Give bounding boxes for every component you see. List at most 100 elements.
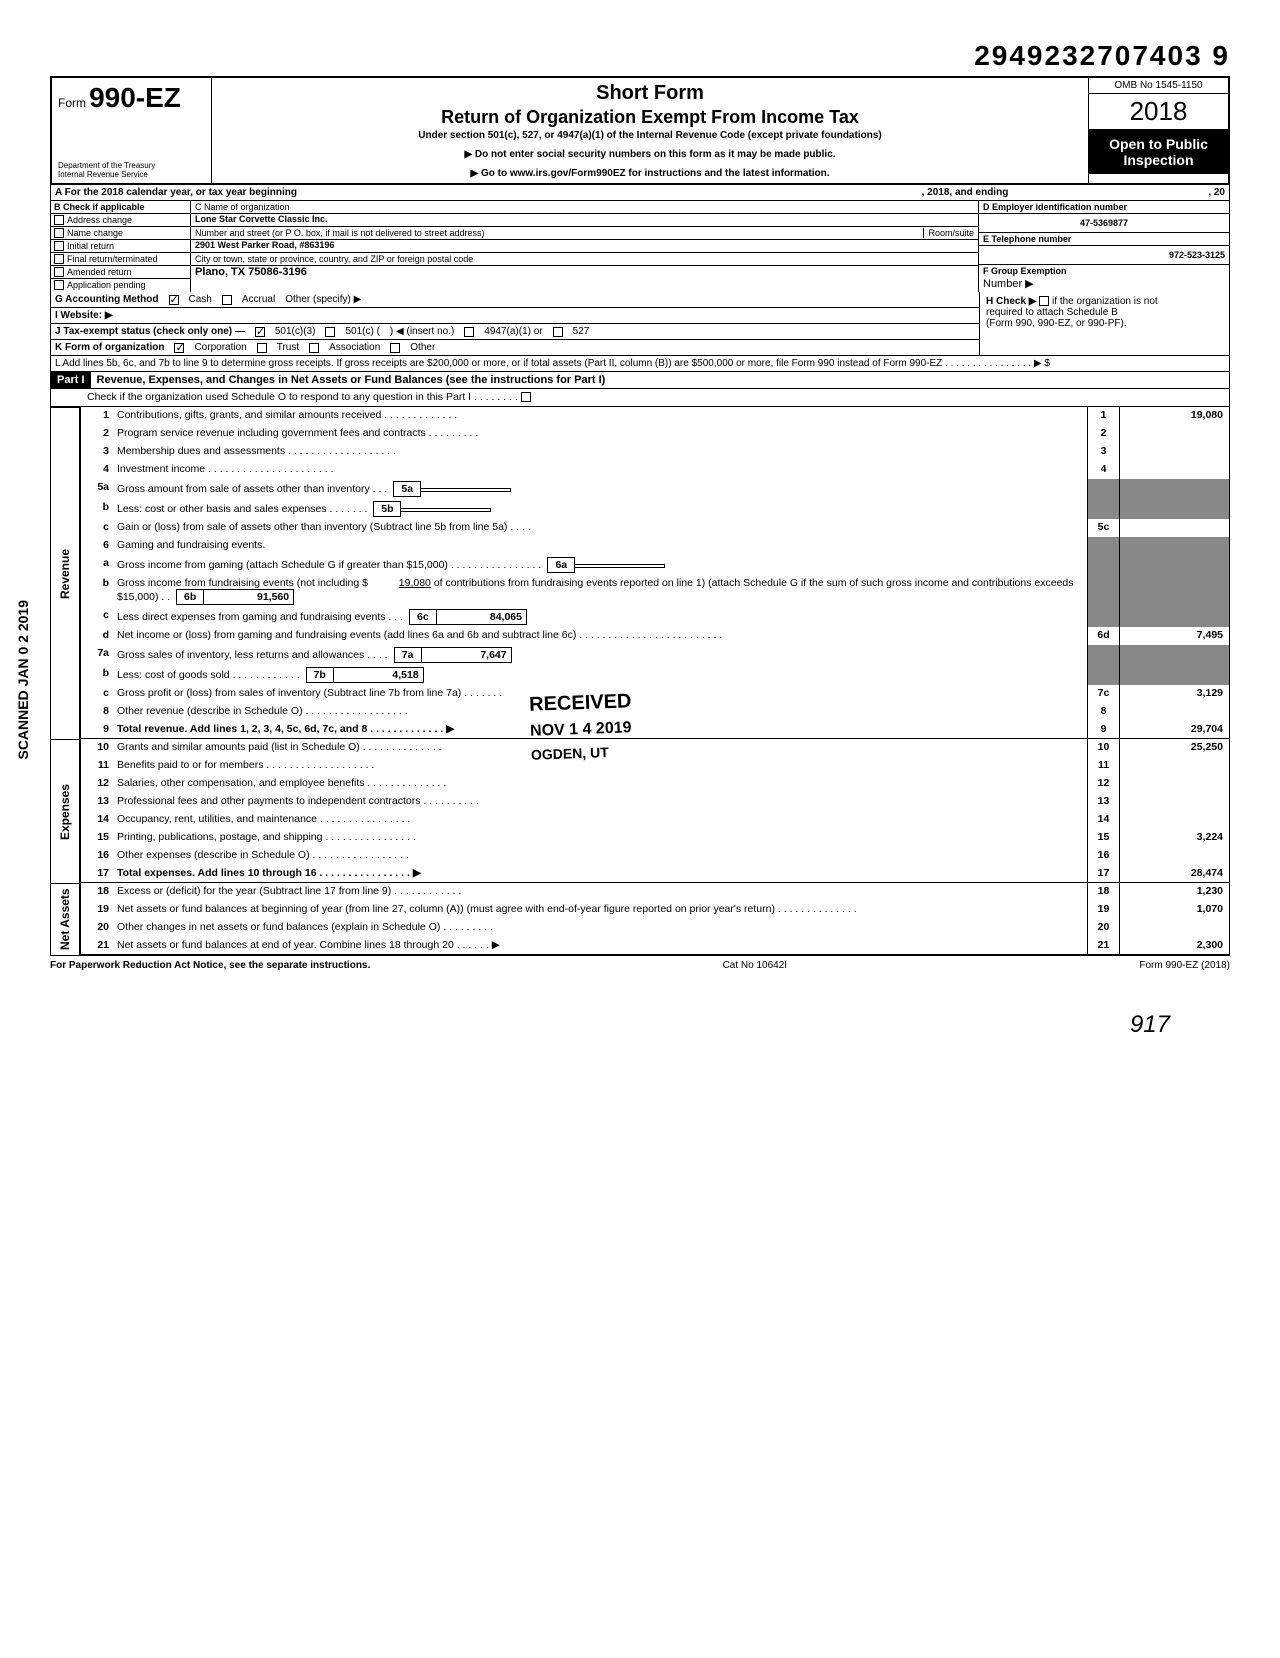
line-19: Net assets or fund balances at beginning… (115, 901, 1087, 919)
c-name-value: Lone Star Corvette Classic Inc. (191, 214, 978, 227)
line-15: Printing, publications, postage, and shi… (115, 829, 1087, 847)
line-4: Investment income . . . . . . . . . . . … (115, 461, 1087, 479)
line-2: Program service revenue including govern… (115, 425, 1087, 443)
val-19: 1,070 (1119, 901, 1229, 919)
c-room-label: Room/suite (923, 228, 974, 238)
chk-name-change[interactable]: Name change (51, 227, 190, 240)
j-label: J Tax-exempt status (check only one) — (55, 326, 245, 337)
row-a-end: , 20 (1208, 187, 1225, 198)
chk-address-change[interactable]: Address change (51, 214, 190, 227)
chk-corp[interactable] (174, 343, 184, 353)
c-street-label-row: Number and street (or P O. box, if mail … (191, 227, 978, 240)
label-revenue: Revenue (50, 407, 80, 739)
chk-assoc[interactable] (309, 343, 319, 353)
instr-2: ▶ Go to www.irs.gov/Form990EZ for instru… (222, 168, 1078, 179)
title-main: Return of Organization Exempt From Incom… (222, 107, 1078, 128)
c-city-value: Plano, TX 75086-3196 (191, 266, 978, 280)
open-public-1: Open to Public (1091, 136, 1226, 152)
line-18: Excess or (deficit) for the year (Subtra… (115, 883, 1087, 901)
line-6b: Gross income from fundraising events (no… (115, 575, 1087, 607)
part1-check-line: Check if the organization used Schedule … (85, 389, 1229, 406)
chk-4947[interactable] (464, 327, 474, 337)
subtitle: Under section 501(c), 527, or 4947(a)(1)… (222, 130, 1078, 141)
line-17: Total expenses. Add lines 10 through 16 … (115, 865, 1087, 882)
c-city-label: City or town, state or province, country… (191, 253, 978, 266)
line-7b: Less: cost of goods sold . . . . . . . .… (115, 665, 1087, 685)
dept-irs: Internal Revenue Service (58, 170, 205, 179)
chk-h[interactable] (1039, 296, 1049, 306)
chk-trust[interactable] (257, 343, 267, 353)
val-21: 2,300 (1119, 937, 1229, 954)
footer-mid: Cat No 10642I (723, 960, 788, 971)
line-16: Other expenses (describe in Schedule O) … (115, 847, 1087, 865)
chk-501c[interactable] (325, 327, 335, 337)
chk-527[interactable] (553, 327, 563, 337)
part1-header: Part I (51, 372, 91, 388)
chk-other[interactable] (390, 343, 400, 353)
chk-pending[interactable]: Application pending (51, 279, 190, 291)
label-netassets: Net Assets (50, 883, 80, 955)
d-ein-label: D Employer identification number (979, 201, 1229, 214)
d-ein-value: 47-5369877 (979, 214, 1229, 233)
chk-cash[interactable] (169, 295, 179, 305)
val-15: 3,224 (1119, 829, 1229, 847)
line-5b: Less: cost or other basis and sales expe… (115, 499, 1087, 519)
e-phone-value: 972-523-3125 (979, 246, 1229, 265)
scanned-stamp: SCANNED JAN 0 2 2019 (15, 600, 31, 760)
val-18: 1,230 (1119, 883, 1229, 901)
e-phone-label: E Telephone number (979, 233, 1229, 246)
line-12: Salaries, other compensation, and employ… (115, 775, 1087, 793)
c-street-label: Number and street (or P O. box, if mail … (195, 228, 923, 238)
line-20: Other changes in net assets or fund bala… (115, 919, 1087, 937)
chk-accrual[interactable] (222, 295, 232, 305)
line-6a: Gross income from gaming (attach Schedul… (115, 555, 1087, 575)
f-group-number: Number ▶ (979, 277, 1229, 292)
line-5c: Gain or (loss) from sale of assets other… (115, 519, 1087, 537)
val-1: 19,080 (1119, 407, 1229, 425)
g-other: Other (specify) ▶ (285, 294, 361, 305)
chk-amended[interactable]: Amended return (51, 266, 190, 279)
chk-initial-return[interactable]: Initial return (51, 240, 190, 253)
h-check-label: H Check ▶ (986, 296, 1036, 307)
i-website: I Website: ▶ (55, 310, 113, 321)
footer-left: For Paperwork Reduction Act Notice, see … (50, 960, 370, 971)
footer-right: Form 990-EZ (2018) (1139, 960, 1230, 971)
line-6: Gaming and fundraising events. (115, 537, 1087, 555)
f-group-label: F Group Exemption (979, 265, 1229, 277)
label-expenses: Expenses (50, 739, 80, 883)
line-21: Net assets or fund balances at end of ye… (115, 937, 1087, 954)
row-l: L Add lines 5b, 6c, and 7b to line 9 to … (50, 356, 1230, 372)
val-17: 28,474 (1119, 865, 1229, 882)
part1-title: Revenue, Expenses, and Changes in Net As… (91, 372, 1229, 388)
form-number: 990-EZ (89, 82, 181, 113)
line-3: Membership dues and assessments . . . . … (115, 443, 1087, 461)
chk-final-return[interactable]: Final return/terminated (51, 253, 190, 266)
section-bcdef: B Check if applicable Address change Nam… (50, 201, 1230, 292)
g-label: G Accounting Method (55, 294, 159, 305)
stamp-number: 2949232707403 9 (50, 40, 1230, 72)
line-6c: Less direct expenses from gaming and fun… (115, 607, 1087, 627)
dept-treasury: Department of the Treasury (58, 161, 205, 170)
form-header: Form 990-EZ Department of the Treasury I… (50, 76, 1230, 185)
h-line3: (Form 990, 990-EZ, or 990-PF). (986, 318, 1223, 329)
page-number: 917 (50, 1011, 1170, 1039)
footer: For Paperwork Reduction Act Notice, see … (50, 955, 1230, 971)
row-a-label: A For the 2018 calendar year, or tax yea… (55, 187, 297, 198)
instr-1: ▶ Do not enter social security numbers o… (222, 149, 1078, 160)
line-6d: Net income or (loss) from gaming and fun… (115, 627, 1087, 645)
line-14: Occupancy, rent, utilities, and maintena… (115, 811, 1087, 829)
row-a: A For the 2018 calendar year, or tax yea… (50, 185, 1230, 201)
chk-501c3[interactable] (255, 327, 265, 337)
received-stamp: RECEIVED NOV 1 4 2019 OGDEN, UT (529, 690, 634, 763)
val-9: 29,704 (1119, 721, 1229, 738)
c-street-value: 2901 West Parker Road, #863196 (191, 240, 978, 253)
line-13: Professional fees and other payments to … (115, 793, 1087, 811)
val-7c: 3,129 (1119, 685, 1229, 703)
open-public-2: Inspection (1091, 152, 1226, 168)
title-short: Short Form (222, 82, 1078, 105)
h-line2: required to attach Schedule B (986, 307, 1223, 318)
col-b-header: B Check if applicable (51, 201, 190, 214)
line-1: Contributions, gifts, grants, and simila… (115, 407, 1087, 425)
chk-part1-scho[interactable] (521, 392, 531, 402)
tax-year: 2018 (1089, 94, 1228, 130)
